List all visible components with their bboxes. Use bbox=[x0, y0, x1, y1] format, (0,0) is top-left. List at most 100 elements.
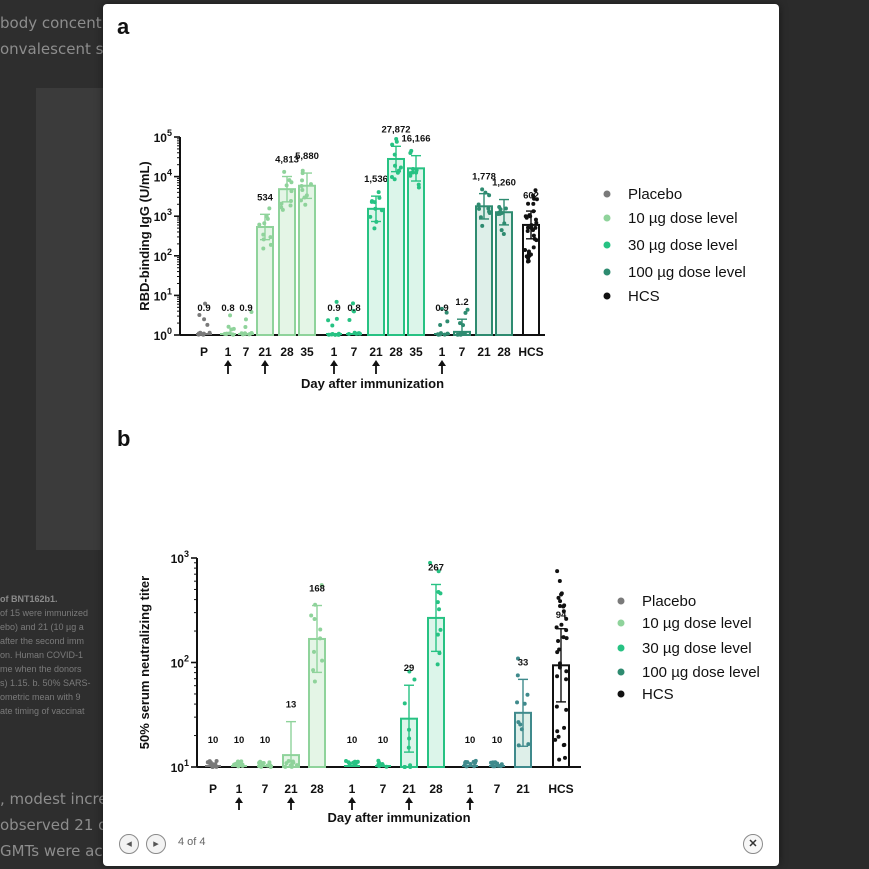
value-label: 10 bbox=[208, 735, 219, 746]
data-point bbox=[288, 198, 293, 203]
data-point bbox=[515, 656, 520, 661]
legend-marker bbox=[617, 619, 625, 627]
data-point bbox=[311, 649, 316, 654]
data-point bbox=[526, 225, 531, 230]
data-point bbox=[416, 185, 421, 190]
data-point bbox=[435, 600, 440, 605]
data-point bbox=[389, 175, 394, 180]
data-point bbox=[463, 310, 468, 315]
legend-label: Placebo bbox=[642, 593, 696, 610]
data-point bbox=[531, 193, 536, 198]
data-point bbox=[439, 306, 444, 311]
legend-marker bbox=[603, 292, 611, 300]
background-text-line: onvalescent se bbox=[0, 40, 113, 58]
arrow-up-icon bbox=[235, 797, 243, 803]
data-point bbox=[532, 237, 537, 242]
data-point bbox=[555, 650, 560, 655]
value-label: 4,813 bbox=[275, 155, 299, 166]
value-label: 13 bbox=[286, 700, 297, 711]
data-point bbox=[261, 232, 266, 237]
data-point bbox=[229, 327, 234, 332]
value-label: 1,536 bbox=[364, 174, 388, 185]
data-point bbox=[414, 168, 419, 173]
data-point bbox=[465, 307, 470, 312]
value-label: 1,778 bbox=[472, 172, 496, 183]
background-caption-line: ometric mean with 9 bbox=[0, 692, 81, 702]
data-point bbox=[392, 152, 397, 157]
data-point bbox=[557, 665, 562, 670]
data-point bbox=[515, 673, 520, 678]
y-tick-label: 101 bbox=[171, 758, 189, 775]
value-label: 267 bbox=[428, 562, 444, 573]
data-point bbox=[379, 208, 384, 213]
data-point bbox=[557, 757, 562, 762]
data-point bbox=[519, 727, 524, 732]
y-tick-label: 103 bbox=[171, 549, 189, 566]
value-label: 10 bbox=[465, 735, 476, 746]
x-tick-label: 7 bbox=[459, 345, 466, 359]
value-label: 10 bbox=[347, 735, 358, 746]
data-point bbox=[259, 764, 264, 769]
close-viewer-button[interactable]: ✕ bbox=[743, 834, 763, 854]
y-tick-label: 102 bbox=[154, 247, 172, 264]
value-label: 10 bbox=[492, 735, 503, 746]
data-point bbox=[203, 301, 208, 306]
x-tick-label: 28 bbox=[429, 782, 443, 796]
data-point bbox=[308, 182, 313, 187]
data-point bbox=[228, 313, 233, 318]
data-point bbox=[351, 308, 356, 313]
data-point bbox=[416, 182, 421, 187]
data-point bbox=[334, 316, 339, 321]
data-point bbox=[283, 764, 288, 769]
data-point bbox=[236, 764, 241, 769]
data-point bbox=[491, 764, 496, 769]
data-point bbox=[477, 206, 482, 211]
x-tick-label: HCS bbox=[548, 782, 573, 796]
data-point bbox=[483, 190, 488, 195]
x-tick-label: 21 bbox=[258, 345, 272, 359]
y-tick-label: 102 bbox=[171, 654, 189, 671]
data-point bbox=[438, 627, 443, 632]
previous-figure-button[interactable]: ◂ bbox=[119, 834, 139, 854]
x-tick-label: 1 bbox=[439, 345, 446, 359]
value-label: 10 bbox=[260, 735, 271, 746]
data-point bbox=[558, 604, 563, 609]
x-tick-label: 7 bbox=[380, 782, 387, 796]
close-icon: ✕ bbox=[748, 838, 758, 850]
data-point bbox=[213, 762, 218, 767]
legend-marker bbox=[603, 214, 611, 222]
value-label: 0.9 bbox=[197, 303, 210, 314]
data-point bbox=[207, 759, 212, 764]
data-point bbox=[557, 578, 562, 583]
arrow-up-icon bbox=[287, 797, 295, 803]
data-point bbox=[555, 674, 560, 679]
data-point bbox=[284, 183, 289, 188]
data-point bbox=[372, 226, 377, 231]
data-point bbox=[347, 761, 352, 766]
data-point bbox=[435, 332, 440, 337]
data-point bbox=[408, 151, 413, 156]
x-tick-label: HCS bbox=[518, 345, 543, 359]
value-label: 29 bbox=[404, 663, 415, 674]
data-point bbox=[398, 165, 403, 170]
data-point bbox=[525, 259, 530, 264]
x-tick-label: 35 bbox=[409, 345, 423, 359]
data-point bbox=[201, 332, 206, 337]
background-figure-thumbnail bbox=[36, 88, 108, 550]
arrow-up-icon bbox=[372, 360, 380, 366]
data-point bbox=[268, 235, 273, 240]
x-tick-label: 28 bbox=[280, 345, 294, 359]
data-point bbox=[515, 700, 520, 705]
data-point bbox=[224, 331, 229, 336]
data-point bbox=[326, 318, 331, 323]
data-point bbox=[311, 668, 316, 673]
data-point bbox=[554, 625, 559, 630]
next-figure-button[interactable]: ▸ bbox=[146, 834, 166, 854]
data-point bbox=[239, 331, 244, 336]
data-point bbox=[261, 237, 266, 242]
x-tick-label: 35 bbox=[300, 345, 314, 359]
data-point bbox=[288, 203, 293, 208]
x-tick-label: 1 bbox=[331, 345, 338, 359]
data-point bbox=[487, 193, 492, 198]
data-point bbox=[299, 198, 304, 203]
